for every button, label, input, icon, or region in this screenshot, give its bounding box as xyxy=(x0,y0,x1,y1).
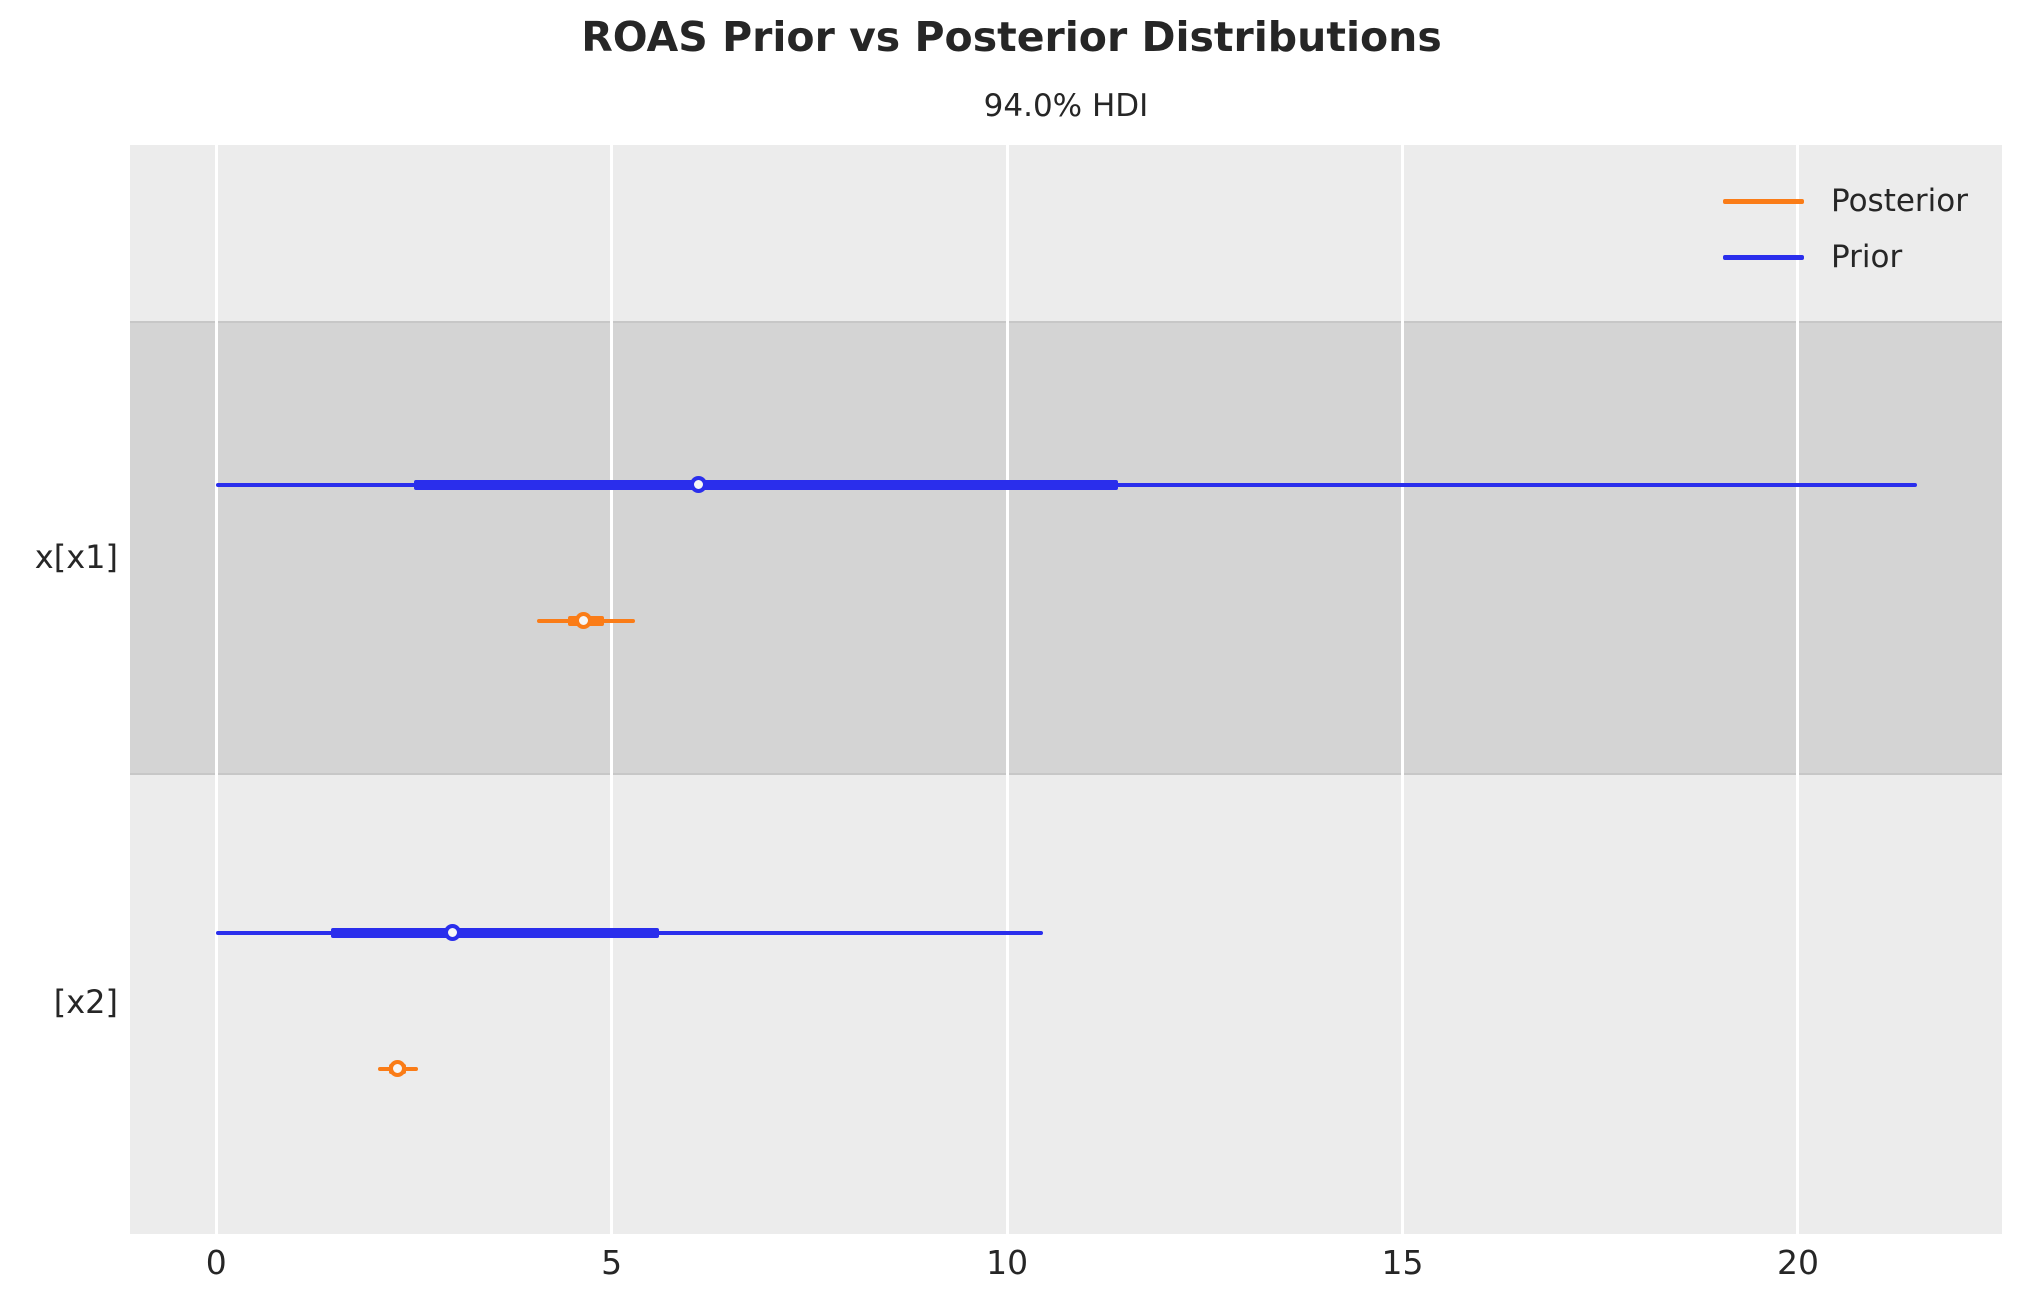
chart-title: ROAS Prior vs Posterior Distributions xyxy=(581,13,1442,61)
prior-median-dot xyxy=(689,476,707,493)
shaded-row-band-x1 xyxy=(130,321,2002,775)
legend: Posterior Prior xyxy=(1722,173,1968,285)
prior-line-swatch xyxy=(1722,254,1804,260)
x-tick-label-5: 5 xyxy=(601,1243,623,1282)
posterior-median-dot xyxy=(389,1060,407,1077)
gridline-x-5 xyxy=(610,145,614,1234)
gridline-x-0 xyxy=(214,145,218,1234)
legend-entry-prior: Prior xyxy=(1722,229,1968,285)
gridline-x-15 xyxy=(1401,145,1405,1234)
gridline-x-20 xyxy=(1796,145,1800,1234)
gridline-x-10 xyxy=(1005,145,1009,1234)
posterior-line-swatch xyxy=(1722,198,1804,204)
plot-area: Posterior Prior xyxy=(130,145,2002,1234)
y-axis-label-x2: [x2] xyxy=(53,983,118,1021)
prior-iqr-line xyxy=(413,480,1118,490)
x-tick-label-15: 15 xyxy=(1381,1243,1424,1282)
posterior-median-dot xyxy=(574,612,592,629)
prior-iqr-line xyxy=(330,928,660,938)
legend-label-posterior: Posterior xyxy=(1830,183,1968,219)
x-tick-label-0: 0 xyxy=(205,1243,227,1282)
x-tick-label-20: 20 xyxy=(1776,1243,1819,1282)
legend-label-prior: Prior xyxy=(1830,239,1903,275)
y-axis-label-x1: x[x1] xyxy=(34,538,118,576)
legend-entry-posterior: Posterior xyxy=(1722,173,1968,229)
x-tick-label-10: 10 xyxy=(986,1243,1029,1282)
prior-median-dot xyxy=(444,924,462,941)
hdi-subtitle: 94.0% HDI xyxy=(983,88,1149,124)
